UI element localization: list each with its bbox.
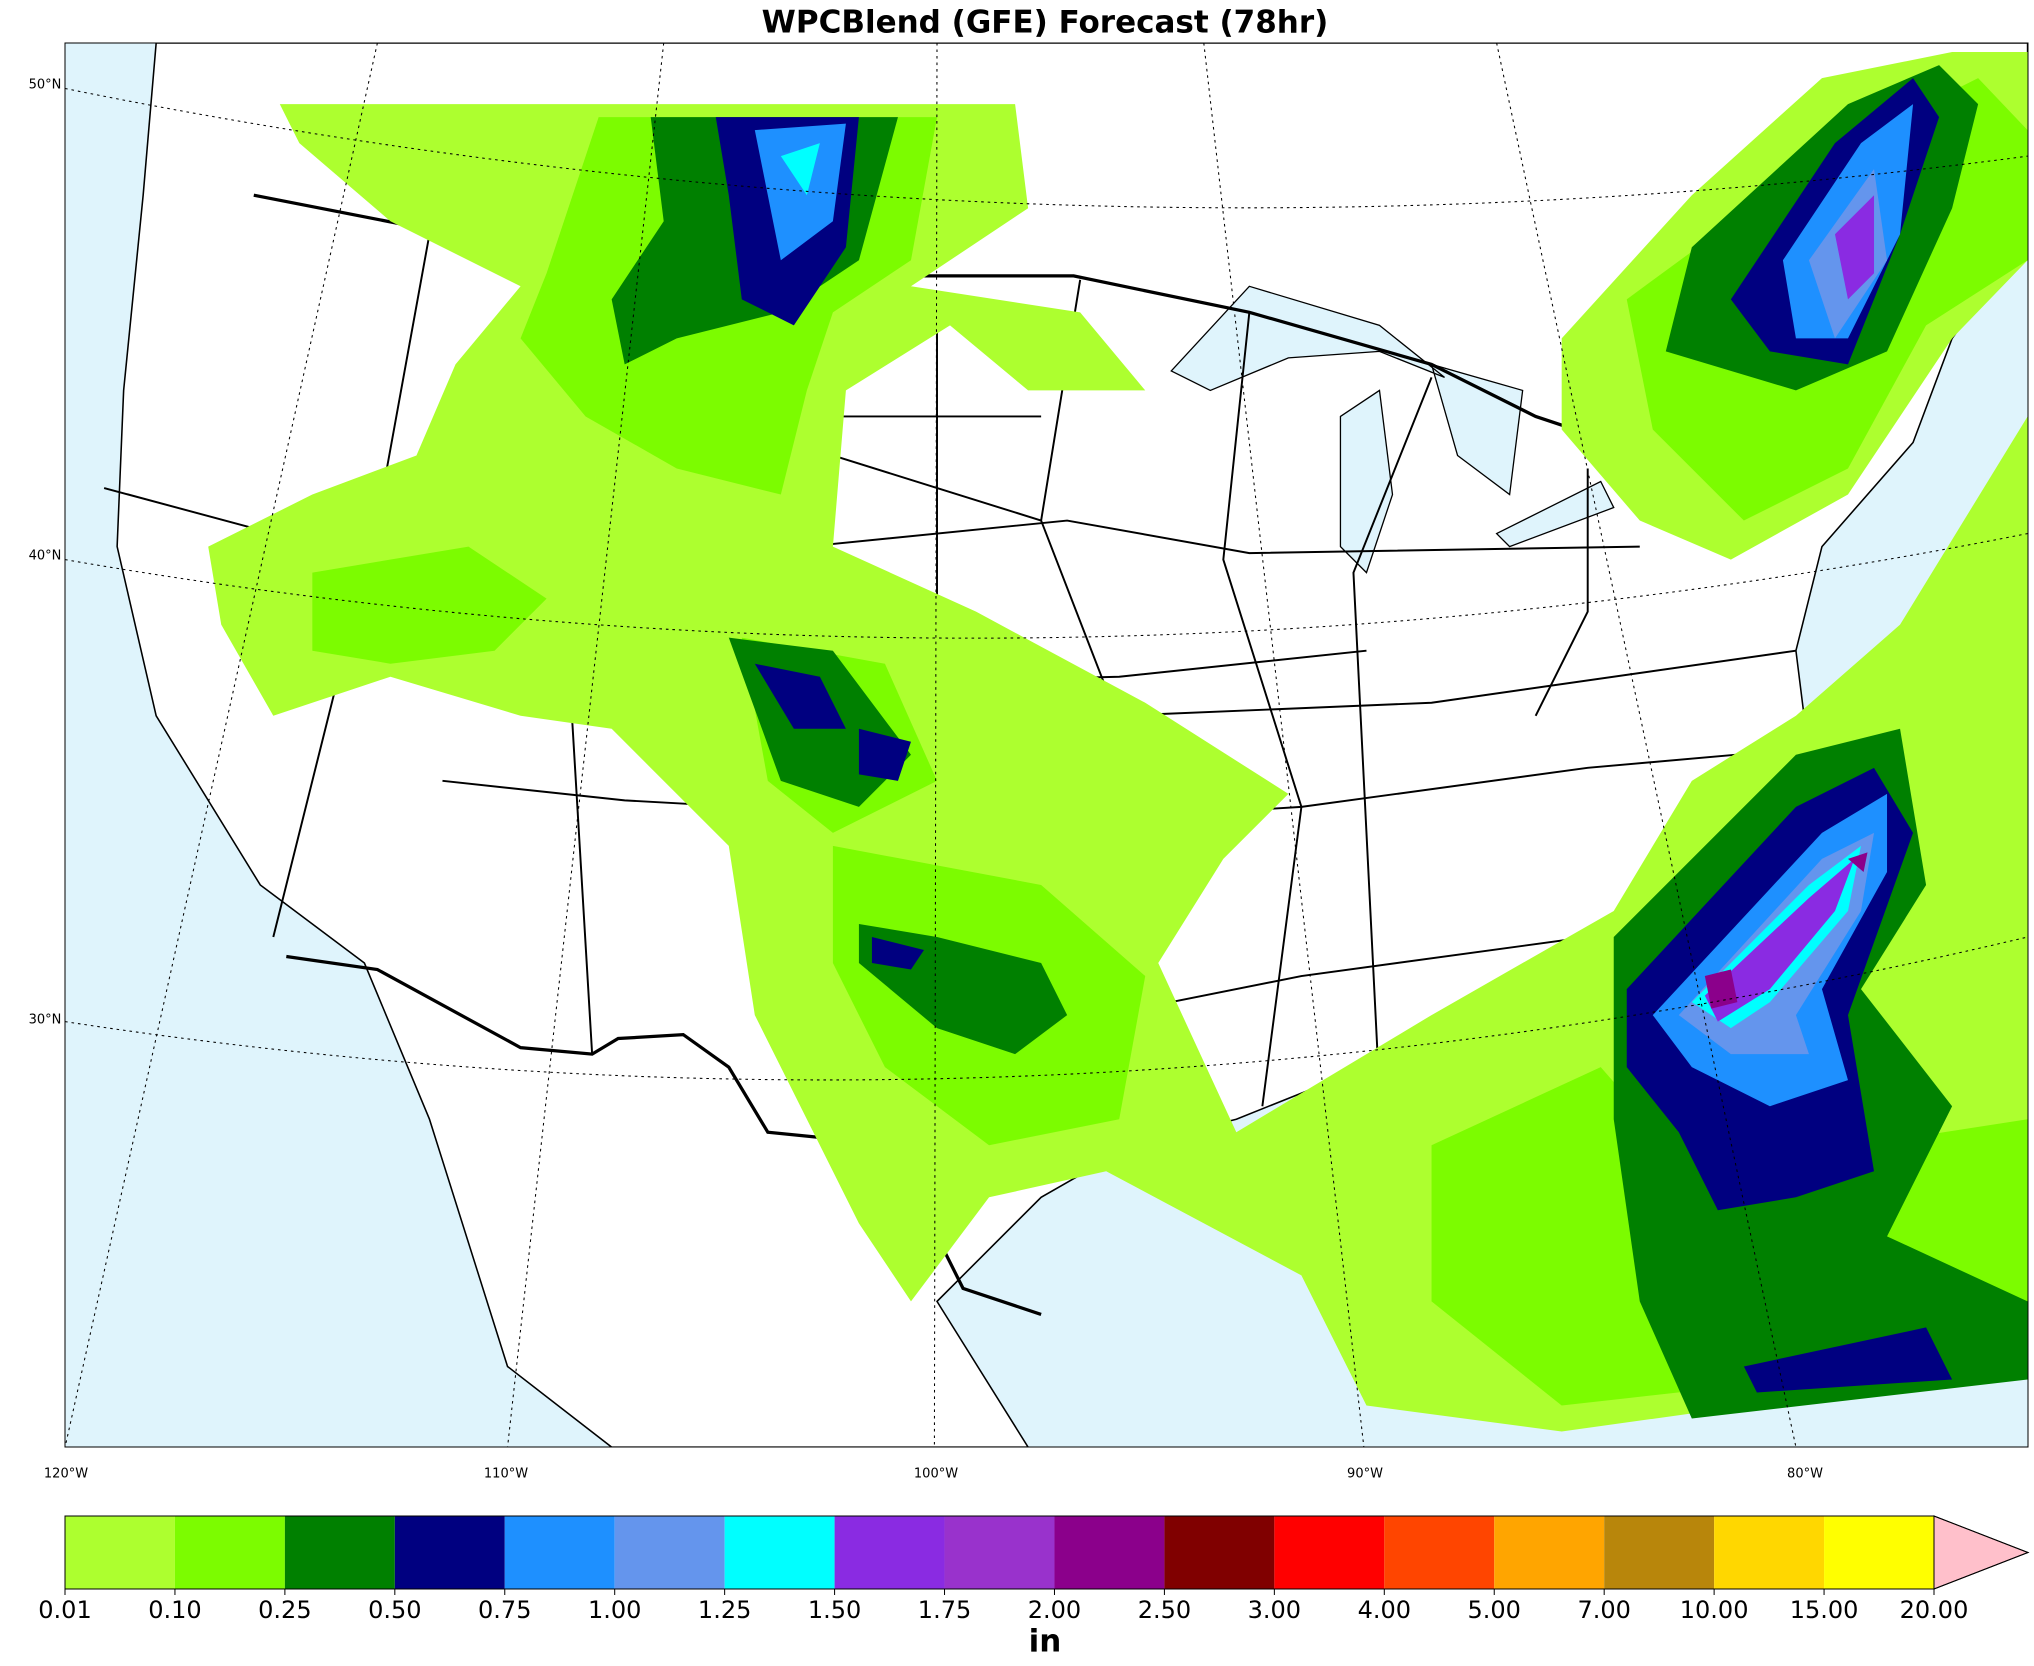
colorbar-cell — [504, 1516, 615, 1589]
colorbar-cell — [65, 1516, 175, 1589]
geo-labels: 50°N 40°N 30°N 120°W 110°W 100°W 90°W 80°W — [29, 78, 1823, 1482]
lat-label: 50°N — [29, 78, 62, 93]
colorbar-cell — [1384, 1516, 1495, 1589]
colorbar-tick-label: 3.00 — [1248, 1596, 1301, 1624]
colorbar-cell — [724, 1516, 835, 1589]
colorbar-tick-label: 1.50 — [808, 1596, 861, 1624]
colorbar-cell — [174, 1516, 285, 1589]
colorbar-cell — [834, 1516, 945, 1589]
colorbar-tick-label: 1.25 — [698, 1596, 751, 1624]
colorbar-tick-label: 15.00 — [1790, 1596, 1859, 1624]
colorbar-tick-label: 10.00 — [1680, 1596, 1749, 1624]
colorbar-tick-label: 2.50 — [1138, 1596, 1191, 1624]
lon-label: 100°W — [914, 1467, 958, 1482]
colorbar-tick-label: 1.75 — [918, 1596, 971, 1624]
lat-label: 40°N — [29, 549, 62, 564]
colorbar-tick-label: 0.01 — [38, 1596, 91, 1624]
colorbar-cell — [284, 1516, 395, 1589]
lon-label: 110°W — [484, 1467, 528, 1482]
colorbar-tick-label: 0.10 — [148, 1596, 201, 1624]
map-content — [65, 43, 2028, 1447]
colorbar-cell — [1824, 1516, 1934, 1589]
colorbar-tick-label: 0.25 — [258, 1596, 311, 1624]
colorbar-outline — [64, 1515, 2030, 1590]
lon-label: 90°W — [1347, 1467, 1383, 1482]
map-frame — [64, 42, 2029, 1448]
lat-label: 30°N — [29, 1013, 62, 1028]
title: WPCBlend (GFE) Forecast (78hr) — [762, 5, 1329, 41]
colorbar-tick-label: 5.00 — [1468, 1596, 1521, 1624]
colorbar-tick-label: 1.00 — [588, 1596, 641, 1624]
colorbar-cell — [1274, 1516, 1385, 1589]
colorbar-cell — [1604, 1516, 1715, 1589]
colorbar-tick-label: 0.50 — [368, 1596, 421, 1624]
colorbar-tick-label: 20.00 — [1900, 1596, 1969, 1624]
colorbar-cell — [614, 1516, 725, 1589]
colorbar-tick-label: 7.00 — [1577, 1596, 1630, 1624]
colorbar-tick-label: 0.75 — [478, 1596, 531, 1624]
lake — [1170, 285, 1615, 574]
colorbar-cell — [1494, 1516, 1605, 1589]
colorbar: 0.01 0.10 0.25 0.50 0.75 1.00 1.25 1.50 1.75 2.00… — [38, 1515, 2030, 1624]
colorbar-cell — [394, 1516, 505, 1589]
colorbar-cell — [1714, 1516, 1825, 1589]
colorbar-cell — [944, 1516, 1055, 1589]
colorbar-cell — [1164, 1516, 1275, 1589]
colorbar-unit: in — [1029, 1624, 1062, 1660]
map — [64, 42, 2029, 1448]
colorbar-tick-label: 2.00 — [1028, 1596, 1081, 1624]
colorbar-tick-label: 4.00 — [1358, 1596, 1411, 1624]
map-shapes — [65, 43, 2028, 1447]
colorbar-extend — [1933, 1515, 2030, 1590]
precipitation — [208, 52, 2028, 1432]
colorbar-cell — [1054, 1516, 1165, 1589]
graticule — [65, 43, 2028, 1447]
lon-label: 80°W — [1787, 1467, 1823, 1482]
lon-label: 120°W — [44, 1467, 88, 1482]
